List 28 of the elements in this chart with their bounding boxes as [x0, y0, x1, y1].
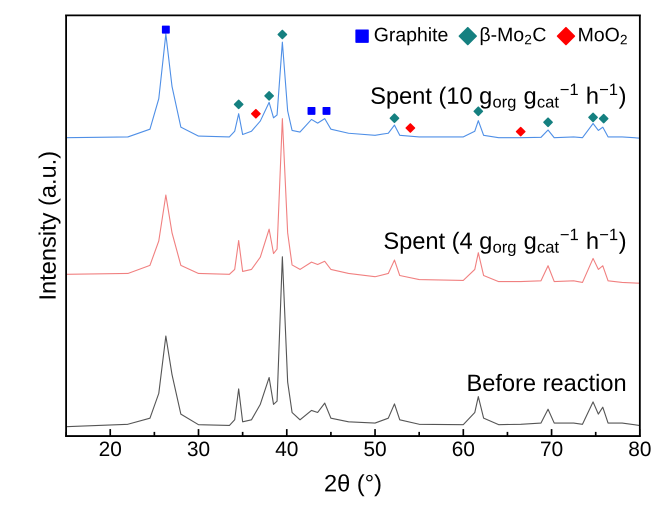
- point: [543, 117, 553, 128]
- point: [588, 112, 598, 122]
- point: [516, 126, 526, 136]
- point: [390, 113, 400, 124]
- point: [162, 26, 170, 34]
- point: [277, 30, 288, 40]
- series-label: Spent (4 g$_{org}$ g$_{cat}$$^{−1}$ h$^{−1}$): [384, 228, 626, 256]
- x-tick-label: 70: [541, 441, 562, 456]
- legend-label: β-Mo$_{2}$C: [480, 27, 546, 46]
- point: [234, 100, 244, 110]
- x-axis-title: 2θ (°): [325, 474, 381, 496]
- series-label: Spent (10 g$_{org}$ g$_{cat}$$^{−1}$ h$^{−1}$): [371, 84, 626, 111]
- point: [251, 108, 261, 119]
- legend-label: Graphite: [374, 27, 448, 46]
- point: [405, 123, 416, 133]
- x-tick-label: 20: [100, 441, 122, 456]
- x-tick-label: 60: [452, 441, 474, 456]
- point: [264, 91, 274, 101]
- point: [308, 106, 316, 115]
- point: [598, 114, 609, 124]
- x-tick-label: 30: [188, 441, 210, 456]
- series-label: Before reaction: [468, 374, 626, 392]
- x-tick-label: 80: [629, 441, 651, 456]
- y-axis-title: Intensity (a.u.): [38, 152, 61, 298]
- point: [322, 106, 330, 115]
- x-tick-label: 40: [276, 441, 298, 456]
- x-tick-label: 50: [364, 441, 386, 456]
- legend-label: MoO$_{2}$: [579, 28, 627, 44]
